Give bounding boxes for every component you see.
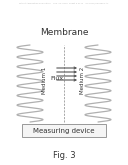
- FancyBboxPatch shape: [22, 124, 106, 137]
- Text: Measuring device: Measuring device: [33, 128, 95, 134]
- Text: Flux: Flux: [50, 76, 64, 81]
- Text: Membrane: Membrane: [40, 28, 88, 37]
- Text: Patent Application Publication    Feb. 19, 2015  Sheet 3 of 14    US 2015/004465: Patent Application Publication Feb. 19, …: [19, 2, 109, 4]
- Text: Medium 1: Medium 1: [41, 66, 46, 94]
- Text: Medium 2: Medium 2: [79, 66, 84, 94]
- Text: Fig. 3: Fig. 3: [53, 150, 75, 160]
